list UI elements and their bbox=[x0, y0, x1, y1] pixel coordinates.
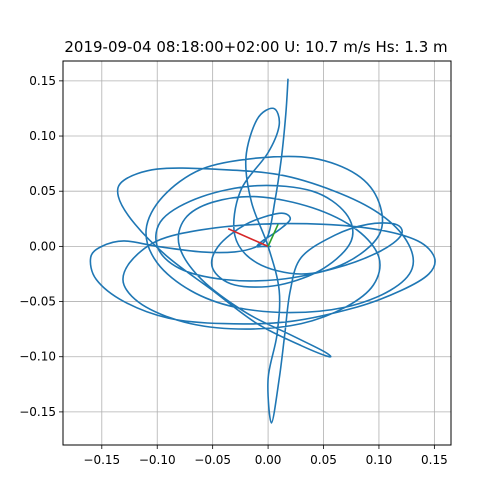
plot-area bbox=[89, 78, 436, 424]
x-tick-label: 0.10 bbox=[366, 453, 393, 467]
y-tick-label: −0.15 bbox=[19, 405, 56, 419]
y-tick-label: 0.10 bbox=[29, 129, 56, 143]
direction-arrow bbox=[227, 227, 269, 248]
x-tick-label: 0.15 bbox=[421, 453, 448, 467]
y-tick-label: 0.05 bbox=[29, 184, 56, 198]
y-tick-label: −0.05 bbox=[19, 295, 56, 309]
y-tick-label: 0.00 bbox=[29, 239, 56, 253]
x-tick-label: −0.05 bbox=[194, 453, 231, 467]
x-axis: −0.15 −0.10 −0.05 0.00 0.05 0.10 0.15 bbox=[83, 445, 448, 467]
y-tick-label: 0.15 bbox=[29, 74, 56, 88]
grid bbox=[63, 61, 451, 445]
x-tick-label: 0.05 bbox=[310, 453, 337, 467]
axes-frame bbox=[62, 60, 452, 446]
direction-arrow bbox=[267, 223, 279, 247]
trajectory-line bbox=[89, 78, 436, 424]
chart-title: 2019-09-04 08:18:00+02:00 U: 10.7 m/s Hs… bbox=[64, 38, 447, 56]
x-tick-label: 0.00 bbox=[255, 453, 282, 467]
x-tick-label: −0.15 bbox=[83, 453, 120, 467]
x-tick-label: −0.10 bbox=[139, 453, 176, 467]
y-tick-label: −0.10 bbox=[19, 350, 56, 364]
y-axis: −0.15 −0.10 −0.05 0.00 0.05 0.10 0.15 bbox=[19, 74, 63, 419]
